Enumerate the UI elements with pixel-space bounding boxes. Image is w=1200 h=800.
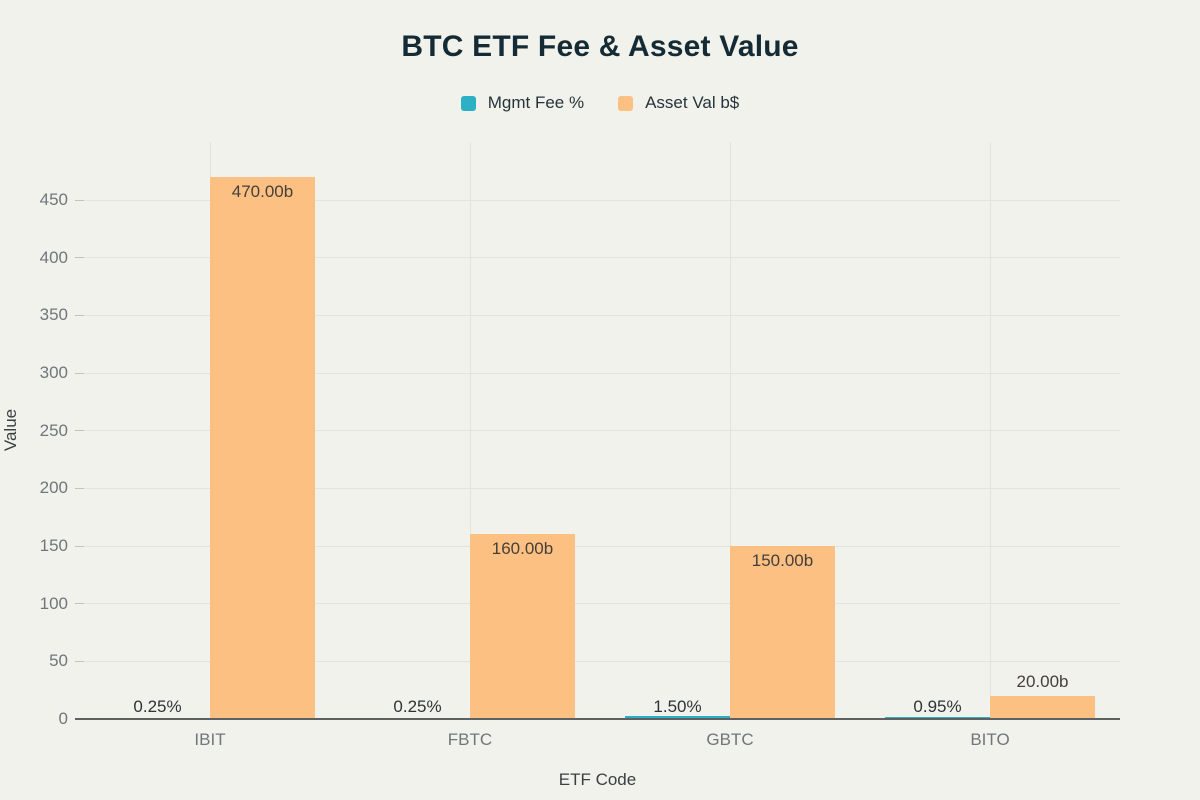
legend-label-mgmt-fee: Mgmt Fee %: [487, 93, 585, 112]
y-tick-mark: [75, 199, 84, 201]
fee-value-label: 1.50%: [653, 697, 702, 716]
bar-value-label: 160.00b: [491, 539, 554, 559]
legend-label-asset-val: Asset Val b$: [645, 93, 740, 112]
h-gridline: [75, 430, 1120, 432]
bar-mgmt-fee: [625, 716, 730, 719]
x-axis-title: ETF Code: [558, 770, 637, 789]
y-tick-mark: [75, 372, 84, 374]
bar-asset-val: [470, 534, 575, 719]
bar-asset-val: [730, 546, 835, 719]
y-tick-label: 250: [39, 420, 68, 440]
y-tick-label: 300: [39, 363, 68, 382]
y-tick-mark: [75, 430, 84, 432]
h-gridline: [75, 199, 1120, 201]
bar-value-label: 470.00b: [231, 181, 294, 201]
y-tick-label: 50: [49, 651, 68, 671]
y-tick-mark: [75, 545, 84, 547]
y-tick-label: 200: [39, 478, 68, 498]
y-tick-label: 450: [39, 190, 68, 209]
chart-title: BTC ETF Fee & Asset Value: [401, 30, 799, 63]
y-tick-mark: [75, 660, 84, 662]
h-gridline: [75, 603, 1120, 605]
y-tick-mark: [75, 314, 84, 316]
x-tick-label: IBIT: [194, 730, 226, 749]
y-tick-label: 350: [39, 305, 68, 325]
y-tick-label: 150: [39, 536, 68, 555]
x-tick-label: FBTC: [447, 730, 493, 749]
x-axis-line: [75, 718, 1120, 720]
h-gridline: [75, 545, 1120, 547]
legend-item-mgmt-fee[interactable]: Mgmt Fee %: [460, 93, 585, 113]
h-gridline: [75, 257, 1120, 259]
legend-item-asset-val[interactable]: Asset Val b$: [618, 93, 739, 113]
y-tick-label: 400: [39, 247, 68, 267]
fee-value-label: 0.25%: [393, 697, 442, 716]
y-tick-mark: [75, 603, 84, 605]
bar-asset-val: [990, 695, 1095, 719]
x-tick-label: BITO: [970, 730, 1010, 749]
legend: Mgmt Fee % Asset Val b$: [0, 92, 1200, 114]
legend-swatch-mgmt-fee-icon: [460, 95, 476, 111]
h-gridline: [75, 660, 1120, 662]
y-tick-label: 0: [58, 709, 68, 728]
bar-value-label: 150.00b: [751, 551, 814, 570]
y-tick-label: 100: [39, 593, 68, 613]
bar-asset-val: [210, 176, 315, 719]
fee-value-label: 0.25%: [133, 697, 182, 716]
h-gridline: [75, 314, 1120, 316]
x-tick-label: GBTC: [706, 730, 754, 749]
h-gridline: [75, 487, 1120, 489]
y-tick-mark: [75, 487, 84, 489]
bar-value-label: 20.00b: [1016, 671, 1069, 691]
h-gridline: [75, 372, 1120, 374]
y-tick-mark: [75, 257, 84, 259]
fee-value-label: 0.95%: [913, 697, 962, 716]
legend-swatch-asset-val-icon: [618, 95, 634, 111]
